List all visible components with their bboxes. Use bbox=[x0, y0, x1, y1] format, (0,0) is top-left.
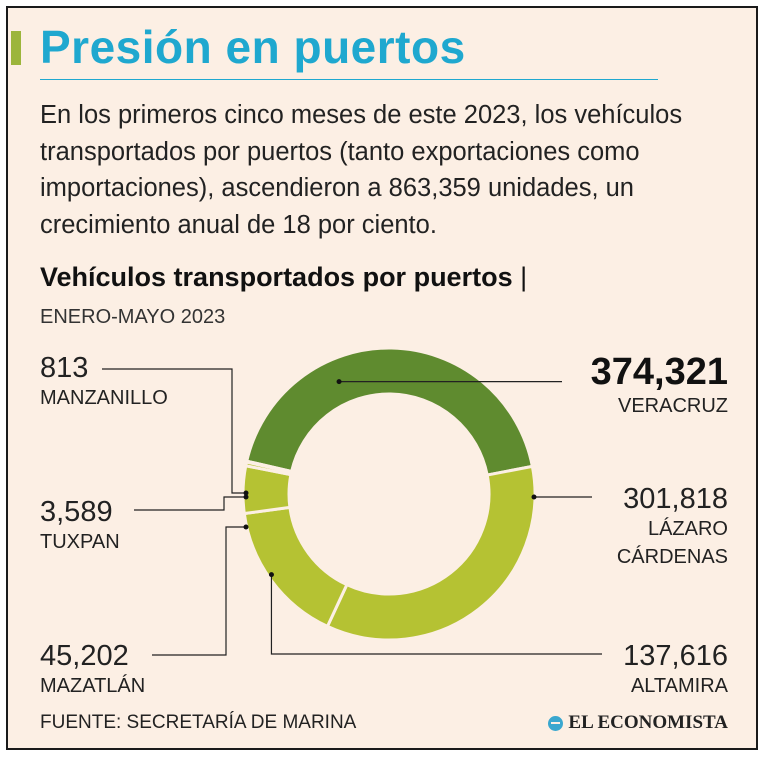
slice-name-lazaro-2: CÁRDENAS bbox=[616, 546, 728, 568]
leader-dot-altamira bbox=[268, 572, 274, 578]
leader-dot-tuxpan bbox=[243, 494, 249, 500]
leader-dot-manzanillo bbox=[243, 490, 249, 496]
leader-line-manzanillo bbox=[102, 368, 246, 494]
slice-value-veracruz: 374,321 bbox=[590, 351, 728, 393]
leader-dot-lazaro bbox=[531, 494, 537, 500]
title-accent-bar bbox=[11, 31, 21, 65]
slice-name-veracruz: VERACRUZ bbox=[617, 395, 728, 417]
slice-value-mazatlan: 45,202 bbox=[40, 640, 129, 672]
donut-slice-altamira bbox=[242, 505, 349, 629]
chart-title-text: Vehículos transportados por puertos bbox=[40, 262, 513, 292]
slice-name-manzanillo: MANZANILLO bbox=[40, 387, 168, 409]
slice-label-veracruz: 374,321 VERACRUZ bbox=[591, 352, 728, 420]
slice-label-lazaro: 301,818 LÁZARO CÁRDENAS bbox=[617, 483, 728, 571]
leader-line-tuxpan bbox=[134, 496, 246, 511]
slice-value-lazaro: 301,818 bbox=[623, 483, 728, 515]
leader-dot-mazatlan bbox=[243, 524, 249, 530]
slice-name-mazatlan: MAZATLÁN bbox=[40, 675, 146, 697]
donut-slice-veracruz bbox=[244, 346, 535, 477]
source-note: FUENTE: SECRETARÍA DE MARINA bbox=[40, 712, 357, 733]
slice-name-altamira: ALTAMIRA bbox=[630, 675, 728, 697]
intro-text: En los primeros cinco meses de este 2023… bbox=[40, 101, 683, 239]
slice-label-altamira: 137,616 ALTAMIRA bbox=[623, 640, 728, 700]
slice-label-mazatlan: 45,202 MAZATLÁN bbox=[40, 640, 145, 700]
slice-value-tuxpan: 3,589 bbox=[40, 496, 113, 528]
leader-line-altamira bbox=[270, 574, 602, 655]
leader-line-mazatlan bbox=[152, 526, 246, 656]
slice-name-lazaro-1: LÁZARO bbox=[647, 518, 728, 540]
chart-subtitle: ENERO-MAYO 2023 bbox=[40, 306, 226, 328]
chart-title-separator: | bbox=[520, 262, 528, 292]
slice-value-altamira: 137,616 bbox=[623, 640, 728, 672]
slice-name-tuxpan: TUXPAN bbox=[40, 531, 120, 553]
chart-title: Vehículos transportados por puertos | bbox=[40, 262, 527, 293]
donut-slice-manzanillo bbox=[244, 459, 294, 474]
brand-logo: EL ECONOMISTA bbox=[548, 712, 728, 734]
brand-globe-icon bbox=[548, 715, 564, 731]
page-title: Presión en puertos bbox=[40, 21, 466, 73]
brand-name: EL ECONOMISTA bbox=[568, 712, 728, 733]
slice-label-manzanillo: 813 MANZANILLO bbox=[40, 352, 168, 412]
title-underline bbox=[40, 79, 658, 80]
leader-dot-veracruz bbox=[336, 379, 342, 385]
slice-label-tuxpan: 3,589 TUXPAN bbox=[40, 496, 120, 556]
donut-slice-lazaro bbox=[325, 464, 537, 642]
slice-value-manzanillo: 813 bbox=[40, 352, 89, 384]
